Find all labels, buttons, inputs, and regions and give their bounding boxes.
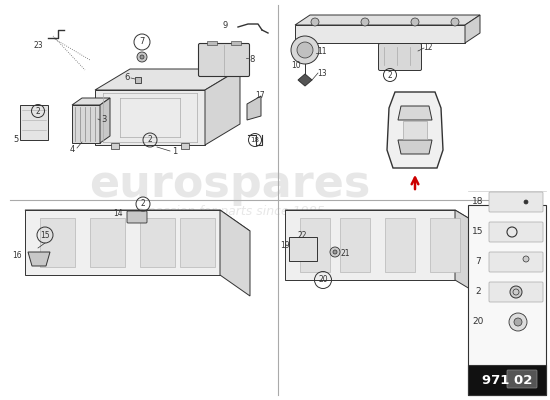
Text: 6: 6	[124, 72, 130, 82]
Text: 2: 2	[36, 106, 40, 116]
Circle shape	[451, 18, 459, 26]
FancyBboxPatch shape	[489, 282, 543, 302]
Text: 11: 11	[317, 48, 327, 56]
Polygon shape	[398, 140, 432, 154]
Polygon shape	[247, 96, 261, 120]
Text: 7: 7	[139, 38, 145, 46]
Polygon shape	[25, 210, 250, 231]
Bar	[300, 218, 330, 272]
Bar	[181, 143, 189, 149]
FancyBboxPatch shape	[289, 237, 317, 261]
FancyBboxPatch shape	[489, 192, 543, 212]
Polygon shape	[295, 15, 480, 25]
Circle shape	[510, 286, 522, 298]
Text: 17: 17	[255, 90, 265, 100]
Bar	[135, 77, 141, 83]
Polygon shape	[298, 74, 312, 86]
Polygon shape	[100, 98, 110, 143]
Text: 19: 19	[280, 240, 290, 250]
Polygon shape	[72, 98, 110, 105]
Bar	[140, 218, 175, 267]
Text: 20: 20	[318, 276, 328, 284]
Circle shape	[524, 200, 528, 204]
FancyBboxPatch shape	[199, 44, 250, 76]
Text: 5: 5	[13, 136, 19, 144]
FancyBboxPatch shape	[489, 222, 543, 242]
Text: 12: 12	[424, 44, 433, 52]
Polygon shape	[205, 69, 240, 145]
Text: 18: 18	[250, 137, 260, 143]
Polygon shape	[455, 210, 480, 295]
Bar	[90, 218, 125, 267]
Bar	[20, 105, 48, 140]
Text: 13: 13	[317, 70, 327, 78]
Text: 18: 18	[472, 196, 484, 206]
Circle shape	[333, 250, 337, 254]
Circle shape	[411, 18, 419, 26]
Bar	[430, 218, 460, 272]
Circle shape	[311, 18, 319, 26]
Circle shape	[509, 313, 527, 331]
Text: 14: 14	[113, 210, 123, 218]
Bar	[468, 365, 546, 395]
Polygon shape	[465, 15, 480, 43]
Polygon shape	[72, 105, 100, 143]
Text: 20: 20	[472, 316, 483, 326]
Bar	[468, 205, 546, 395]
Text: 971 02: 971 02	[482, 374, 532, 386]
Polygon shape	[398, 106, 432, 120]
Circle shape	[137, 52, 147, 62]
Text: 22: 22	[297, 232, 307, 240]
Circle shape	[361, 18, 369, 26]
Text: 1: 1	[172, 148, 178, 156]
Text: 4: 4	[69, 146, 75, 154]
Bar	[207, 41, 217, 45]
Text: 2: 2	[147, 136, 152, 144]
Text: 15: 15	[472, 226, 484, 236]
Polygon shape	[285, 210, 455, 280]
Text: 9: 9	[222, 20, 228, 30]
Polygon shape	[285, 210, 480, 225]
Polygon shape	[295, 25, 465, 43]
Bar	[111, 143, 119, 149]
Text: 2: 2	[388, 70, 392, 80]
Text: 3: 3	[101, 116, 107, 124]
Bar	[385, 218, 415, 272]
FancyBboxPatch shape	[127, 211, 147, 223]
Polygon shape	[220, 210, 250, 296]
FancyBboxPatch shape	[378, 44, 421, 70]
Text: a passion for parts since 1985: a passion for parts since 1985	[136, 206, 324, 218]
Text: 7: 7	[475, 256, 481, 266]
Text: 15: 15	[40, 230, 50, 240]
Polygon shape	[387, 92, 443, 168]
Circle shape	[514, 318, 522, 326]
Bar	[340, 218, 370, 272]
FancyBboxPatch shape	[507, 370, 537, 388]
Text: 2: 2	[475, 286, 481, 296]
Text: eurospares: eurospares	[89, 164, 371, 206]
Circle shape	[297, 42, 313, 58]
FancyBboxPatch shape	[489, 252, 543, 272]
Text: 16: 16	[12, 252, 22, 260]
Polygon shape	[25, 210, 220, 275]
Text: 10: 10	[291, 60, 301, 70]
Circle shape	[523, 256, 529, 262]
Text: 8: 8	[249, 54, 255, 64]
Text: 23: 23	[33, 40, 43, 50]
Circle shape	[140, 55, 144, 59]
Polygon shape	[95, 90, 205, 145]
Bar	[40, 218, 75, 267]
Bar	[231, 41, 241, 45]
Circle shape	[330, 247, 340, 257]
Polygon shape	[95, 69, 240, 90]
Text: 2: 2	[141, 200, 145, 208]
Text: 21: 21	[340, 250, 350, 258]
Bar	[403, 121, 427, 139]
Circle shape	[291, 36, 319, 64]
Bar	[180, 218, 215, 267]
Polygon shape	[28, 252, 50, 266]
